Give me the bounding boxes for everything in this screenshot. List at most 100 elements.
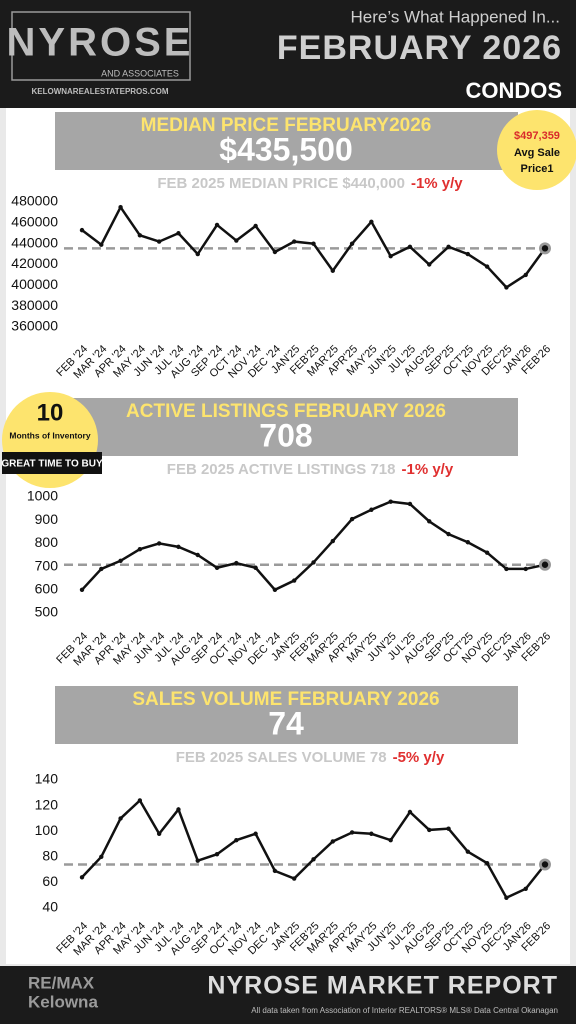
point xyxy=(465,251,471,257)
y-tick-label: 100 xyxy=(35,822,59,838)
point xyxy=(195,251,200,257)
point xyxy=(137,547,143,552)
logo-sub: AND ASSOCIATES xyxy=(101,68,179,78)
headline: 74 xyxy=(268,705,304,741)
point xyxy=(407,501,413,507)
banner-title: SALES VOLUME FEBRUARY 2026 xyxy=(132,689,439,710)
point xyxy=(369,219,374,225)
y-tick-label: 40 xyxy=(42,899,58,915)
point xyxy=(118,558,123,563)
point xyxy=(272,249,278,255)
point xyxy=(234,837,239,843)
banner xyxy=(55,686,518,744)
point xyxy=(369,831,374,836)
banner-title: MEDIAN PRICE FEBRUARY2026 xyxy=(141,115,432,136)
point xyxy=(137,233,143,238)
point xyxy=(311,241,316,246)
avg-label: Price1 xyxy=(520,163,553,175)
point xyxy=(234,560,239,566)
buy: GREAT TIME TO BUY xyxy=(1,459,103,470)
price-badge: $497,359 Avg Sale Price1 xyxy=(497,110,576,190)
subtitle: FEB 2025 ACTIVE LISTINGS 718 xyxy=(167,461,396,478)
point xyxy=(253,831,258,836)
point xyxy=(541,245,549,252)
point xyxy=(349,830,355,835)
y-tick-label: 700 xyxy=(35,557,59,573)
point xyxy=(465,849,471,854)
header-band xyxy=(0,0,576,108)
point xyxy=(330,268,335,273)
intro: Here’s What Happened In... xyxy=(351,7,560,26)
point xyxy=(330,538,335,544)
point xyxy=(292,239,297,244)
point xyxy=(446,244,451,249)
month: FEBRUARY 2026 xyxy=(277,29,562,67)
point xyxy=(79,875,85,880)
point xyxy=(311,857,316,862)
logo: NYROSE xyxy=(7,21,194,65)
point xyxy=(292,876,297,881)
website: KELOWNAREALESTATEPROS.COM xyxy=(31,87,168,96)
point xyxy=(504,895,509,900)
point xyxy=(446,826,451,831)
point xyxy=(484,264,490,269)
point xyxy=(176,807,181,812)
point xyxy=(484,861,490,866)
point xyxy=(79,587,85,592)
point xyxy=(99,566,104,572)
point xyxy=(156,239,162,244)
change: -1% y/y xyxy=(411,175,463,192)
badge-circle xyxy=(497,110,576,190)
point xyxy=(484,550,490,555)
point xyxy=(523,272,528,278)
point xyxy=(541,561,549,568)
point xyxy=(272,587,278,592)
point xyxy=(292,578,297,583)
brand-sub: Kelowna xyxy=(28,992,98,1011)
y-tick-label: 800 xyxy=(35,534,59,550)
y-tick-label: 500 xyxy=(35,604,59,620)
point xyxy=(388,499,393,504)
point xyxy=(253,223,258,229)
point xyxy=(427,519,432,524)
subtitle: FEB 2025 MEDIAN PRICE $440,000 xyxy=(157,175,405,192)
headline: 708 xyxy=(259,417,312,453)
headline: $435,500 xyxy=(219,131,352,167)
point xyxy=(504,285,509,290)
banner-title: ACTIVE LISTINGS FEBRUARY 2026 xyxy=(126,401,446,422)
banner xyxy=(55,112,518,170)
months-label: Months of Inventory xyxy=(9,430,90,440)
point xyxy=(214,565,220,570)
point xyxy=(214,852,220,857)
y-tick-label: 380000 xyxy=(11,297,58,313)
subtitle: FEB 2025 SALES VOLUME 78 xyxy=(176,749,387,766)
point xyxy=(79,227,85,233)
y-tick-label: 900 xyxy=(35,511,59,527)
point xyxy=(176,231,181,236)
point xyxy=(176,544,181,550)
footer-band xyxy=(0,966,576,1024)
point xyxy=(156,541,162,546)
y-tick-label: 480000 xyxy=(11,193,58,209)
avg-price: $497,359 xyxy=(514,130,560,142)
point xyxy=(195,858,200,863)
banner xyxy=(55,398,518,456)
point xyxy=(272,868,278,874)
point xyxy=(427,262,432,267)
y-tick-label: 120 xyxy=(35,796,59,812)
y-tick-label: 600 xyxy=(35,581,59,597)
avg-label: Avg Sale xyxy=(514,147,560,159)
y-tick-label: 460000 xyxy=(11,214,58,230)
y-tick-label: 420000 xyxy=(11,255,58,271)
point xyxy=(465,540,471,545)
point xyxy=(195,552,200,558)
point xyxy=(446,531,451,537)
y-tick-label: 400000 xyxy=(11,276,58,292)
point xyxy=(253,565,258,570)
panel xyxy=(6,108,570,964)
point xyxy=(407,244,413,249)
point xyxy=(407,809,413,815)
y-tick-label: 140 xyxy=(35,771,59,787)
point xyxy=(349,241,355,246)
